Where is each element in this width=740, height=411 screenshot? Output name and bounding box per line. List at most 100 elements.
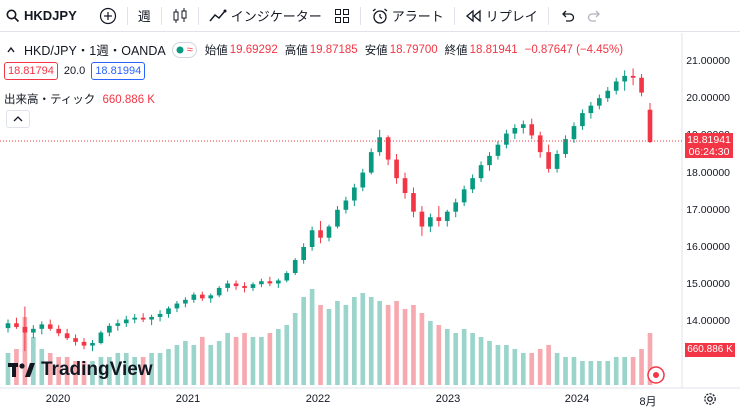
- candles-icon: [173, 7, 187, 23]
- sell-button[interactable]: 18.81794: [4, 62, 58, 80]
- candle: [563, 139, 568, 154]
- tradingview-logo[interactable]: TradingView: [8, 359, 153, 381]
- undo-button[interactable]: [553, 0, 581, 32]
- legend-title: HKD/JPY・1週・OANDA: [24, 44, 166, 58]
- time-axis-label: 2024: [564, 393, 590, 405]
- indicators-button[interactable]: インジケーター: [203, 0, 328, 32]
- volume-bar: [470, 333, 475, 385]
- candle: [275, 280, 281, 284]
- volume-bar: [360, 293, 366, 385]
- buy-button[interactable]: 18.81994: [91, 62, 146, 80]
- market-status-badge[interactable]: ≈: [171, 41, 197, 58]
- volume-bar: [267, 333, 273, 385]
- last-price-value: 18.81941: [687, 134, 731, 146]
- open-label: 始値: [204, 44, 228, 57]
- candle: [554, 154, 560, 169]
- candle: [5, 323, 11, 329]
- volume-bar: [647, 333, 653, 385]
- volume-bar: [5, 353, 11, 385]
- volume-bar: [402, 309, 408, 385]
- price-axis-label: 15.00000: [686, 278, 730, 291]
- open-value: 19.69292: [229, 43, 278, 56]
- candle: [284, 273, 290, 281]
- candle: [385, 137, 391, 160]
- candle: [613, 81, 619, 91]
- candle: [520, 124, 526, 128]
- chart-type-button[interactable]: [166, 0, 194, 32]
- candle: [157, 313, 163, 317]
- volume-bar: [191, 345, 197, 385]
- volume-bar: [495, 345, 501, 385]
- time-axis-label: 2022: [305, 393, 331, 405]
- candle: [596, 98, 602, 106]
- candle: [411, 193, 416, 212]
- volume-bar: [453, 333, 459, 385]
- volume-bar: [56, 357, 62, 385]
- interval-button[interactable]: 週: [132, 0, 157, 32]
- candle: [56, 328, 62, 334]
- candle: [107, 325, 112, 333]
- volume-bar: [275, 329, 281, 385]
- candle: [639, 77, 644, 93]
- volume-bar: [284, 325, 290, 385]
- low-value: 18.79700: [389, 43, 438, 56]
- layouts-button[interactable]: [328, 0, 356, 32]
- spread-value: 20.0: [63, 65, 86, 77]
- compare-button[interactable]: [93, 0, 123, 32]
- volume-bar: [149, 353, 154, 385]
- volume-bar: [394, 301, 399, 385]
- undo-icon: [561, 10, 574, 22]
- toolbar-divider: [453, 6, 455, 25]
- replay-button[interactable]: リプレイ: [459, 0, 544, 32]
- volume-bar: [250, 337, 256, 385]
- candle: [622, 75, 627, 82]
- candle: [301, 247, 306, 261]
- live-dot-icon: [653, 372, 659, 378]
- alarm-clock-icon: [372, 7, 388, 24]
- volume-bar: [504, 345, 509, 385]
- candle: [402, 178, 408, 194]
- volume-bar: [73, 361, 78, 385]
- search-icon: [6, 9, 20, 22]
- high-label: 高値: [284, 44, 308, 57]
- market-open-icon: [176, 46, 184, 53]
- top-toolbar: HKDJPY 週 インジケーター アラート リプレイ: [0, 0, 740, 32]
- candle: [259, 281, 264, 285]
- redo-button[interactable]: [581, 0, 609, 32]
- candles: [5, 68, 653, 352]
- alert-button[interactable]: アラート: [365, 0, 450, 32]
- collapse-legend-button[interactable]: [6, 110, 30, 128]
- volume-bar: [90, 361, 95, 385]
- volume-bar: [166, 349, 171, 385]
- chart-legend: HKD/JPY・1週・OANDA ≈ 始値 19.69292 高値 19.87185…: [4, 40, 630, 59]
- volume-bar: [487, 341, 492, 385]
- toolbar-divider: [126, 6, 128, 25]
- low-label: 安値: [364, 44, 388, 57]
- candle: [580, 113, 585, 127]
- symbol-search[interactable]: HKDJPY: [0, 0, 83, 32]
- candle: [267, 281, 273, 284]
- toolbar-divider: [197, 6, 199, 25]
- settings-gear-icon[interactable]: [702, 391, 718, 407]
- candle: [436, 217, 442, 221]
- chevron-icon[interactable]: [4, 43, 18, 57]
- volume-bar: [630, 357, 636, 385]
- time-axis-label: 2021: [175, 393, 201, 405]
- candle: [199, 294, 205, 299]
- candle: [605, 90, 611, 99]
- approx-icon: ≈: [186, 43, 193, 56]
- grid-icon: [334, 8, 349, 23]
- candle: [149, 316, 154, 320]
- candle: [360, 172, 366, 188]
- volume-bar: [157, 353, 163, 385]
- candle: [326, 226, 332, 238]
- candle: [368, 152, 374, 173]
- volume-bar: [596, 361, 602, 385]
- volume-bar: [81, 361, 87, 385]
- volume-bar: [292, 313, 298, 385]
- symbol-name: HKDJPY: [24, 8, 77, 23]
- volume-bar: [225, 333, 230, 385]
- volume-bar: [343, 305, 349, 385]
- volume-bar: [622, 357, 627, 385]
